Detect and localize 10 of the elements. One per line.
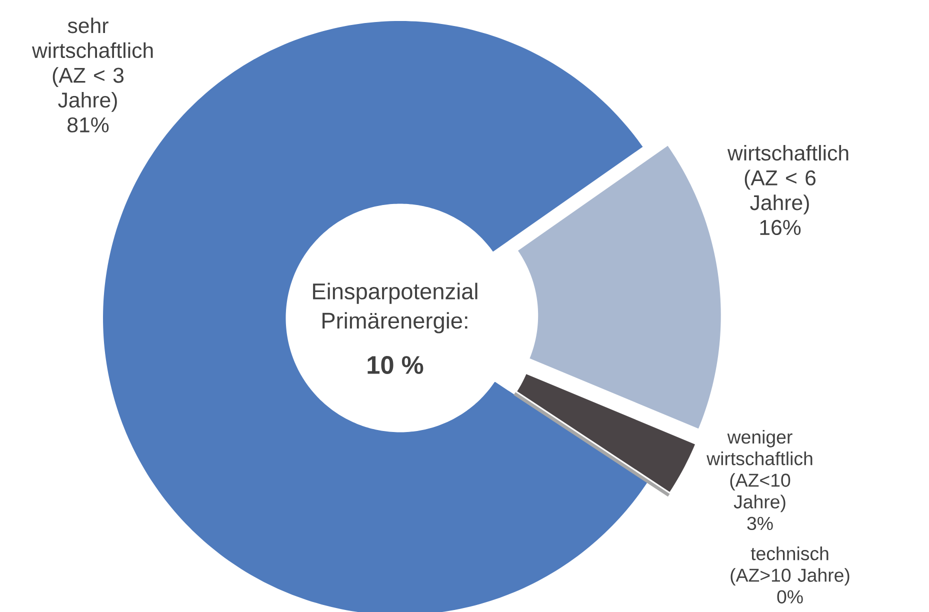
data-label: 81% xyxy=(68,117,109,132)
text: 0% xyxy=(777,590,803,604)
data-label: 3% xyxy=(747,516,773,530)
text: Einsparpotenzial Primärenergie: xyxy=(313,282,478,334)
slice-label: sehr wirtschaftlich (AZ < 3 Jahre) xyxy=(32,18,153,112)
slice-label: weniger wirtschaftlich (AZ<10 Jahre) xyxy=(706,430,812,512)
slice-label: wirtschaftlich (AZ < 6 Jahre) xyxy=(727,144,848,214)
text: 10 % xyxy=(368,356,424,374)
category-label: technisch (AZ>10 Jahre) xyxy=(730,546,850,586)
data-label: 16% xyxy=(760,220,801,236)
